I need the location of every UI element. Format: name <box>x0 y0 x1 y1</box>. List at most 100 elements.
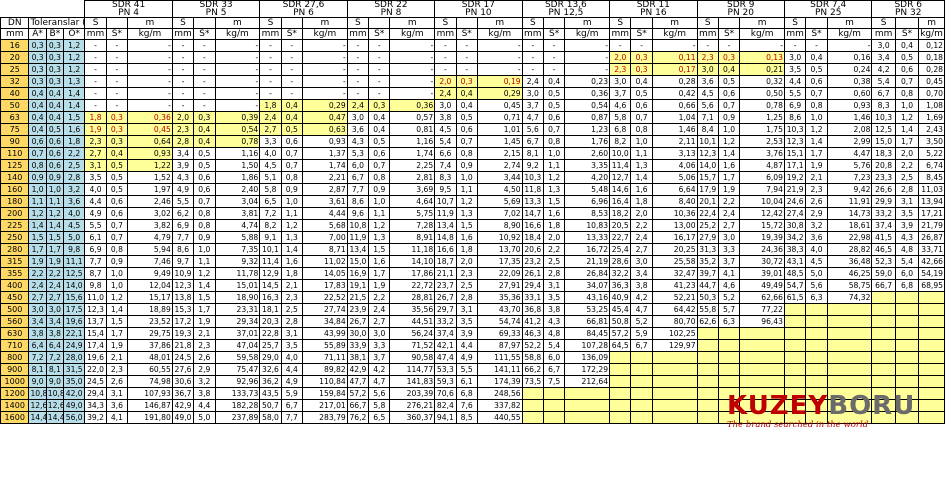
value-cell: 4,0 <box>805 243 828 256</box>
value-cell: 41,23 <box>651 279 698 292</box>
value-cell: 9,49 <box>127 267 173 280</box>
value-text: 3,5 <box>285 341 298 350</box>
value-cell: - <box>171 51 195 64</box>
value-text: - <box>94 101 97 110</box>
value-cell: 46,3 <box>521 327 544 340</box>
value-text: 4,0 <box>810 245 823 254</box>
value-cell: 6,9 <box>171 219 195 232</box>
value-cell <box>783 375 807 388</box>
m-unit-header: kg/m <box>301 28 348 40</box>
value-text: 2,60 <box>591 149 609 158</box>
value-text: 43,99 <box>323 329 346 338</box>
value-text: - <box>517 41 521 50</box>
value-cell: 7,2 <box>259 207 282 220</box>
value-text: 4,3 <box>176 173 190 182</box>
value-cell: 3,76 <box>739 147 785 160</box>
value-cell: 6,0 <box>346 159 370 172</box>
value-cell: 0,9 <box>368 183 391 196</box>
value-cell: 1,0 <box>280 195 303 208</box>
value-cell: 16,4 <box>609 195 632 208</box>
value-cell: 0,9 <box>455 159 478 172</box>
value-cell: 5,6 <box>368 387 391 400</box>
value-text: 0,57 <box>416 113 434 122</box>
value-text: 0,6 <box>635 101 648 110</box>
value-text: 1,8 <box>635 197 648 206</box>
value-cell: 6,2 <box>171 207 195 220</box>
value-cell: 17,83 <box>301 279 348 292</box>
value-cell: 31,3 <box>696 243 719 256</box>
value-text: - <box>552 53 556 62</box>
value-text: 3,35 <box>591 161 609 170</box>
value-text: 8,6 <box>176 245 190 254</box>
s-unit-header: mm <box>346 28 370 40</box>
value-cell: 3,02 <box>127 207 173 220</box>
value-cell: 6,7 <box>280 399 303 412</box>
value-cell: 1,8 <box>630 195 653 208</box>
value-cell: 4,8 <box>542 327 566 340</box>
value-cell: 28,81 <box>389 291 436 304</box>
value-text: 43,1 <box>786 257 804 266</box>
value-text: 10,1 <box>261 245 279 254</box>
value-cell: - <box>280 87 303 100</box>
value-text: 9,49 <box>153 269 171 278</box>
m-unit-header: kg/m <box>739 28 785 40</box>
value-cell: 114,77 <box>389 363 436 376</box>
value-cell: 1,08 <box>918 99 945 112</box>
value-cell: 77,22 <box>739 303 785 316</box>
value-cell: 0,29 <box>301 99 348 112</box>
value-text: 53,25 <box>586 305 609 314</box>
tolerance-cell: 2,5 <box>63 159 86 172</box>
value-cell: 21,8 <box>171 339 195 352</box>
value-text: 1,74 <box>416 149 434 158</box>
value-text: 29,4 <box>87 389 104 398</box>
value-cell: - <box>171 99 195 112</box>
value-text: 4,7 <box>635 305 648 314</box>
value-cell: 48,01 <box>127 351 173 364</box>
value-cell: 4,7 <box>630 303 653 316</box>
sstar-header-top <box>368 17 391 29</box>
value-cell: - <box>127 51 173 64</box>
tolerance-cell: 31,5 <box>63 363 86 376</box>
value-text: 4,2 <box>877 65 890 74</box>
value-cell: 1,8 <box>259 99 282 112</box>
value-text: 2,0 <box>548 233 561 242</box>
value-text: 15,1 <box>786 149 804 158</box>
value-cell: 3,0 <box>630 255 653 268</box>
value-text: 3,69 <box>416 185 434 194</box>
value-cell <box>717 399 741 412</box>
value-cell: 1,0 <box>105 267 129 280</box>
value-cell: 0,13 <box>739 51 785 64</box>
value-text: 3,0 <box>526 89 539 98</box>
value-cell: 36,3 <box>609 279 632 292</box>
tolerance-cell: 4,5 <box>63 219 86 232</box>
value-cell: 2,4 <box>259 111 282 124</box>
m-unit-header: kg/m <box>214 28 261 40</box>
value-cell: 42,66 <box>918 255 945 268</box>
value-cell <box>826 411 873 424</box>
value-cell: 7,46 <box>127 255 173 268</box>
value-text: 23,2 <box>524 257 542 266</box>
value-cell: 2,3 <box>193 339 216 352</box>
value-cell: - <box>521 51 544 64</box>
value-text: 1,74 <box>328 161 346 170</box>
value-text: 2,2 <box>635 221 648 230</box>
value-cell: 2,1 <box>805 171 828 184</box>
value-cell: 0,5 <box>105 171 129 184</box>
value-text: - <box>605 41 609 50</box>
value-cell: 2,60 <box>564 147 611 160</box>
value-cell: - <box>127 39 173 52</box>
value-text: 10,0 <box>611 149 629 158</box>
value-text: - <box>342 65 346 74</box>
value-text: 0,5 <box>548 89 561 98</box>
value-text: 33,9 <box>349 341 367 350</box>
value-text: 1,2 <box>285 221 298 230</box>
value-text: - <box>290 41 294 50</box>
value-text: 3,6 <box>351 125 364 134</box>
value-cell: - <box>346 39 370 52</box>
value-cell: 10,36 <box>651 207 698 220</box>
value-cell <box>871 399 896 412</box>
value-cell: 66,81 <box>564 315 611 328</box>
value-cell: 6,3 <box>805 291 828 304</box>
tolerance-cell: 2,7 <box>28 291 47 304</box>
value-cell: 1,0 <box>894 99 920 112</box>
